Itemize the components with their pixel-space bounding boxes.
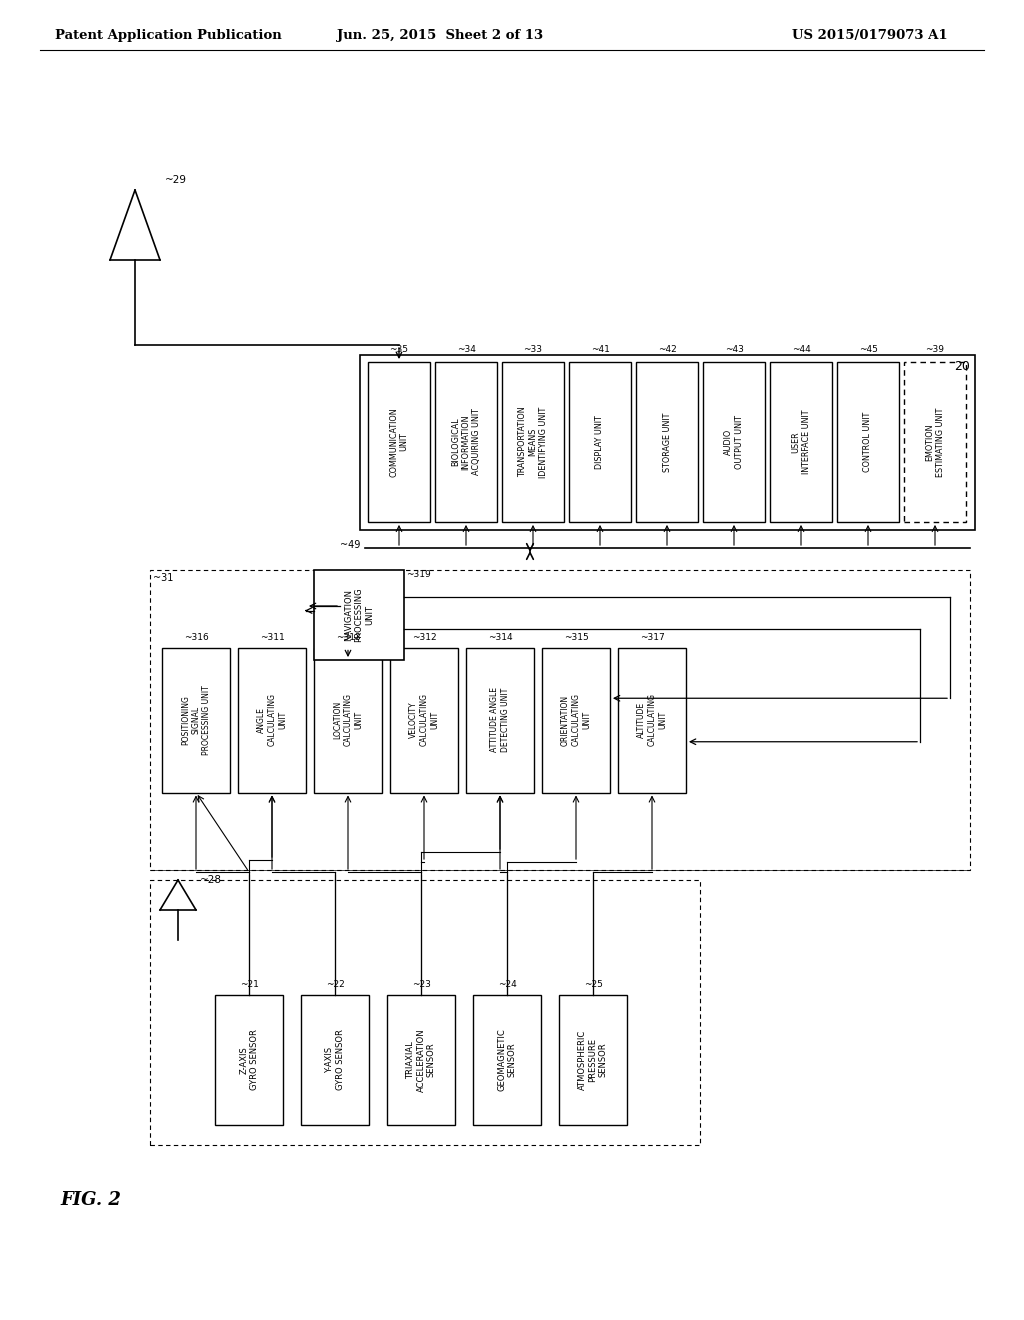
Text: ~312: ~312 <box>412 632 436 642</box>
Text: ~33: ~33 <box>523 345 543 354</box>
Text: ~39: ~39 <box>926 345 944 354</box>
Text: ORIENTATION
CALCULATING
UNIT: ORIENTATION CALCULATING UNIT <box>561 693 591 747</box>
Bar <box>215 995 283 1125</box>
Text: ~31: ~31 <box>153 573 173 583</box>
Text: STORAGE UNIT: STORAGE UNIT <box>663 412 672 471</box>
Text: ~311: ~311 <box>260 632 285 642</box>
Bar <box>314 648 382 792</box>
Text: ATMOSPHERIC
PRESSURE
SENSOR: ATMOSPHERIC PRESSURE SENSOR <box>579 1030 608 1090</box>
Bar <box>360 355 975 531</box>
Text: US 2015/0179073 A1: US 2015/0179073 A1 <box>793 29 948 41</box>
Text: ~313: ~313 <box>336 632 360 642</box>
Text: ATTITUDE ANGLE
DETECTING UNIT: ATTITUDE ANGLE DETECTING UNIT <box>490 688 510 752</box>
Bar <box>703 362 765 521</box>
Text: ~41: ~41 <box>591 345 609 354</box>
Bar <box>238 648 306 792</box>
Text: ~44: ~44 <box>792 345 810 354</box>
Bar <box>368 362 430 521</box>
Text: VELOCITY
CALCULATING
UNIT: VELOCITY CALCULATING UNIT <box>410 693 439 747</box>
Text: ~24: ~24 <box>498 979 516 989</box>
Bar <box>473 995 541 1125</box>
Text: ~316: ~316 <box>183 632 208 642</box>
Text: CONTROL UNIT: CONTROL UNIT <box>863 412 872 473</box>
Text: ~34: ~34 <box>457 345 475 354</box>
Text: ~21: ~21 <box>240 979 258 989</box>
Text: ~45: ~45 <box>858 345 878 354</box>
Bar <box>390 648 458 792</box>
Text: ~43: ~43 <box>725 345 743 354</box>
Bar <box>904 362 966 521</box>
Text: COMMUNICATION
UNIT: COMMUNICATION UNIT <box>389 407 409 477</box>
Bar <box>542 648 610 792</box>
Bar <box>770 362 831 521</box>
Text: 20: 20 <box>954 360 970 374</box>
Text: DISPLAY UNIT: DISPLAY UNIT <box>596 414 604 469</box>
Bar <box>150 570 970 870</box>
Bar <box>387 995 455 1125</box>
Text: ALTITUDE
CALCULATING
UNIT: ALTITUDE CALCULATING UNIT <box>637 693 667 747</box>
Text: Patent Application Publication: Patent Application Publication <box>55 29 282 41</box>
Text: ~314: ~314 <box>487 632 512 642</box>
Text: POSITIONING
SIGNAL
PROCESSING UNIT: POSITIONING SIGNAL PROCESSING UNIT <box>181 685 211 755</box>
Text: ~22: ~22 <box>326 979 344 989</box>
Bar <box>301 995 369 1125</box>
Bar <box>150 880 700 1144</box>
Bar <box>636 362 698 521</box>
Text: ~23: ~23 <box>412 979 430 989</box>
Text: Y-AXIS
GYRO SENSOR: Y-AXIS GYRO SENSOR <box>326 1030 345 1090</box>
Text: Jun. 25, 2015  Sheet 2 of 13: Jun. 25, 2015 Sheet 2 of 13 <box>337 29 543 41</box>
Text: BIOLOGICAL
INFORMATION
ACQUIRING UNIT: BIOLOGICAL INFORMATION ACQUIRING UNIT <box>452 409 481 475</box>
Text: TRIAXIAL
ACCELERATION
SENSOR: TRIAXIAL ACCELERATION SENSOR <box>407 1028 436 1092</box>
Bar <box>466 648 534 792</box>
Bar <box>837 362 899 521</box>
Bar <box>435 362 497 521</box>
Text: ~317: ~317 <box>640 632 665 642</box>
Text: ~49: ~49 <box>340 540 360 550</box>
Text: ~28: ~28 <box>200 875 222 884</box>
Text: ~315: ~315 <box>563 632 589 642</box>
Text: FIG. 2: FIG. 2 <box>60 1191 121 1209</box>
Bar <box>162 648 230 792</box>
Text: EMOTION
ESTIMATING UNIT: EMOTION ESTIMATING UNIT <box>926 408 945 477</box>
Bar <box>618 648 686 792</box>
Text: ~42: ~42 <box>657 345 677 354</box>
Text: LOCATION
CALCULATING
UNIT: LOCATION CALCULATING UNIT <box>333 693 362 747</box>
Text: NAVIGATION
PROCESSING
UNIT: NAVIGATION PROCESSING UNIT <box>344 587 374 643</box>
Text: ~29: ~29 <box>165 176 187 185</box>
Text: ~319: ~319 <box>406 570 431 579</box>
Text: AUDIO
OUTPUT UNIT: AUDIO OUTPUT UNIT <box>724 414 743 469</box>
Text: Z-AXIS
GYRO SENSOR: Z-AXIS GYRO SENSOR <box>240 1030 259 1090</box>
Bar <box>569 362 631 521</box>
Text: ~25: ~25 <box>584 979 602 989</box>
Text: GEOMAGNETIC
SENSOR: GEOMAGNETIC SENSOR <box>498 1028 517 1092</box>
Bar <box>502 362 564 521</box>
Text: USER
INTERFACE UNIT: USER INTERFACE UNIT <box>792 409 811 474</box>
Text: ANGLE
CALCULATING
UNIT: ANGLE CALCULATING UNIT <box>257 693 287 747</box>
Bar <box>314 570 404 660</box>
Bar <box>559 995 627 1125</box>
Text: ~35: ~35 <box>389 345 409 354</box>
Text: TRANSPORTATION
MEANS
IDENTIFYING UNIT: TRANSPORTATION MEANS IDENTIFYING UNIT <box>518 407 548 478</box>
